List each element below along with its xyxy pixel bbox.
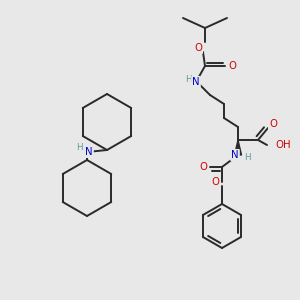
Text: O: O bbox=[211, 177, 219, 187]
Text: O: O bbox=[269, 119, 277, 129]
Polygon shape bbox=[235, 140, 242, 155]
Text: O: O bbox=[228, 61, 236, 71]
Text: O: O bbox=[194, 43, 202, 53]
Text: H: H bbox=[244, 152, 250, 161]
Text: N: N bbox=[85, 147, 93, 157]
Text: OH: OH bbox=[275, 140, 291, 150]
Text: N: N bbox=[192, 77, 200, 87]
Text: N: N bbox=[231, 150, 239, 160]
Text: H: H bbox=[76, 143, 82, 152]
Text: O: O bbox=[199, 162, 207, 172]
Text: H: H bbox=[185, 76, 191, 85]
